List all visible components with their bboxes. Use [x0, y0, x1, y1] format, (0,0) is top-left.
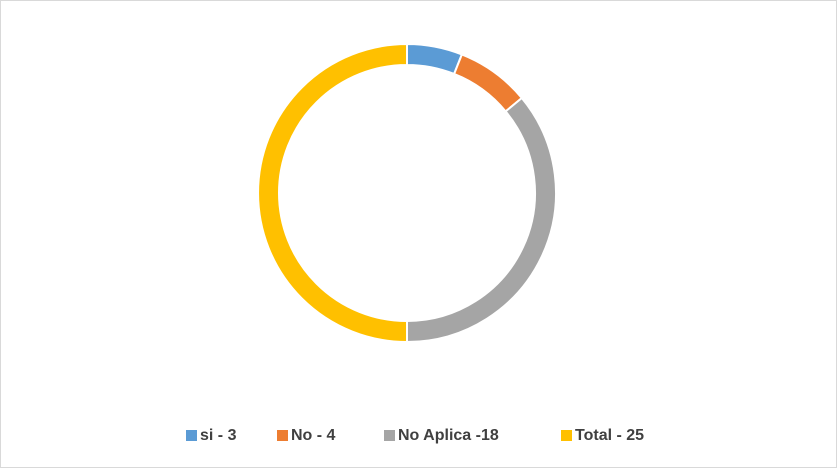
legend-label: Total - 25: [575, 427, 644, 444]
legend-swatch: [277, 430, 288, 441]
legend-label: si - 3: [200, 427, 237, 444]
legend-swatch: [561, 430, 572, 441]
donut-segment: [257, 42, 408, 344]
legend-swatch: [384, 430, 395, 441]
legend-label: No - 4: [291, 427, 336, 444]
legend-swatch: [186, 430, 197, 441]
legend-label: No Aplica -18: [398, 427, 499, 444]
